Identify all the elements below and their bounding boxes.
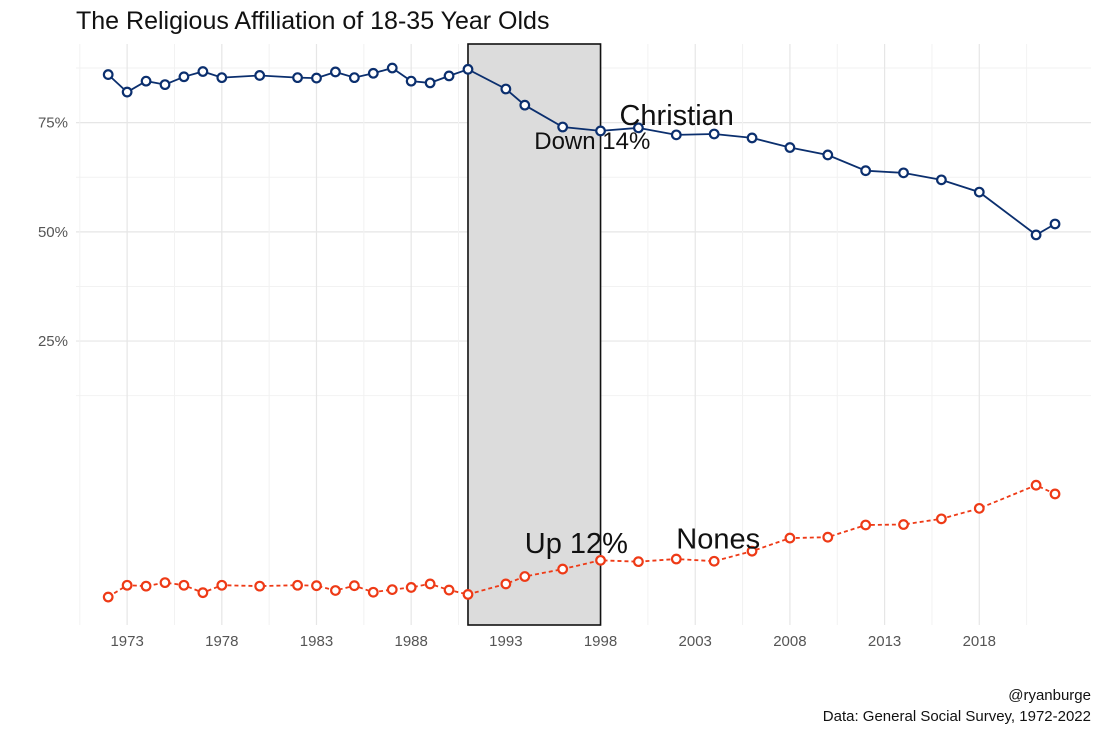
data-point bbox=[159, 79, 171, 91]
data-point bbox=[822, 531, 834, 543]
data-point bbox=[330, 585, 341, 596]
x-tick-label: 2013 bbox=[868, 633, 901, 650]
data-point bbox=[254, 70, 266, 81]
series-nones bbox=[102, 479, 1061, 603]
x-tick-label: 2008 bbox=[773, 633, 806, 650]
data-point bbox=[197, 66, 209, 77]
data-point bbox=[784, 142, 796, 153]
caption-author: @ryanburge bbox=[1008, 687, 1091, 704]
axis-labels: 1973 1978 1983 1988 1993 1998 2003 2008 2013 2018… bbox=[38, 115, 996, 650]
data-point bbox=[443, 70, 455, 82]
data-point bbox=[348, 72, 360, 84]
data-point bbox=[140, 75, 152, 87]
data-point bbox=[746, 132, 758, 144]
shaded-period bbox=[467, 43, 602, 626]
annotation-up: Up 12% bbox=[525, 528, 628, 560]
data-point bbox=[386, 62, 398, 74]
data-point bbox=[670, 129, 682, 141]
x-tick-label: 1973 bbox=[110, 633, 143, 650]
data-point bbox=[140, 580, 152, 592]
data-point bbox=[102, 69, 114, 80]
data-point bbox=[898, 167, 909, 179]
data-point bbox=[292, 72, 303, 84]
x-tick-label: 1978 bbox=[205, 633, 238, 650]
data-point bbox=[216, 579, 228, 591]
data-point bbox=[178, 71, 190, 83]
data-point bbox=[708, 555, 720, 567]
x-tick-label: 1983 bbox=[300, 633, 333, 650]
data-point bbox=[557, 563, 569, 575]
data-point bbox=[936, 513, 947, 525]
data-point bbox=[1049, 218, 1061, 230]
data-point bbox=[1030, 229, 1042, 241]
data-point bbox=[405, 75, 417, 87]
data-point bbox=[330, 66, 341, 78]
data-point bbox=[197, 587, 209, 599]
x-tick-label: 2003 bbox=[679, 633, 712, 650]
series-group bbox=[102, 62, 1061, 603]
x-tick-label: 1993 bbox=[489, 633, 522, 650]
data-point bbox=[159, 577, 171, 589]
data-point bbox=[633, 556, 644, 568]
data-point bbox=[405, 582, 417, 593]
data-point bbox=[500, 578, 512, 590]
y-tick-label: 75% bbox=[38, 115, 68, 132]
data-point bbox=[178, 579, 190, 591]
data-point bbox=[443, 584, 455, 596]
series-christian bbox=[102, 62, 1061, 241]
data-point bbox=[367, 586, 379, 598]
data-point bbox=[670, 553, 682, 565]
series-line bbox=[107, 67, 1056, 236]
annotation-christian: Christian bbox=[619, 100, 733, 132]
data-point bbox=[633, 122, 644, 134]
data-point bbox=[311, 580, 322, 592]
data-point bbox=[1030, 479, 1042, 491]
data-point bbox=[121, 86, 133, 98]
data-point bbox=[784, 532, 796, 544]
chart-title: The Religious Affiliation of 18-35 Year … bbox=[76, 7, 549, 35]
data-point bbox=[311, 72, 322, 84]
data-point bbox=[595, 125, 606, 137]
data-point bbox=[462, 589, 474, 600]
series-line bbox=[107, 484, 1056, 598]
annotations: Christian Down 14% Nones Up 12% bbox=[525, 100, 760, 560]
data-point bbox=[254, 580, 266, 592]
data-point bbox=[708, 128, 720, 140]
x-tick-label: 1988 bbox=[394, 633, 427, 650]
data-point bbox=[973, 186, 985, 198]
data-point bbox=[595, 554, 606, 566]
data-point bbox=[424, 77, 436, 89]
data-point bbox=[121, 579, 133, 591]
data-point bbox=[860, 165, 872, 177]
data-point bbox=[1049, 488, 1061, 500]
x-tick-label: 2018 bbox=[963, 633, 996, 650]
data-point bbox=[424, 578, 436, 590]
data-point bbox=[557, 121, 569, 133]
data-point bbox=[936, 174, 947, 186]
data-point bbox=[973, 502, 985, 514]
data-point bbox=[519, 99, 531, 111]
y-tick-label: 50% bbox=[38, 224, 68, 241]
data-point bbox=[746, 545, 758, 557]
data-point bbox=[898, 519, 909, 530]
data-point bbox=[462, 63, 474, 75]
data-point bbox=[216, 72, 228, 84]
y-tick-label: 25% bbox=[38, 333, 68, 350]
annotation-nones: Nones bbox=[676, 524, 760, 556]
data-point bbox=[348, 580, 360, 592]
data-point bbox=[860, 519, 872, 531]
annotation-down: Down 14% bbox=[534, 128, 650, 155]
data-point bbox=[386, 584, 398, 596]
data-point bbox=[292, 579, 303, 591]
data-point bbox=[367, 67, 379, 79]
caption-source: Data: General Social Survey, 1972-2022 bbox=[823, 708, 1091, 725]
x-tick-label: 1998 bbox=[584, 633, 617, 650]
data-point bbox=[822, 149, 834, 161]
data-point bbox=[500, 83, 512, 95]
data-point bbox=[102, 591, 114, 603]
data-point bbox=[519, 571, 531, 582]
